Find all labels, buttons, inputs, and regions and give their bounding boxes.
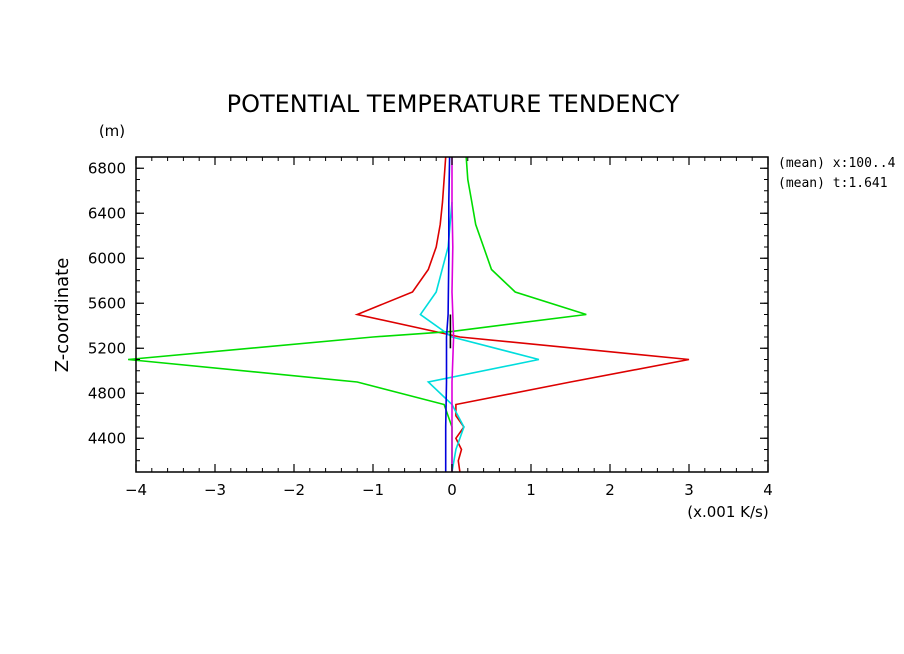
x-tick-label: −4 (125, 481, 147, 499)
series-layer (128, 156, 690, 473)
chart-title: POTENTIAL TEMPERATURE TENDENCY (227, 90, 680, 118)
x-tick-label: −3 (204, 481, 226, 499)
y-tick-label: 4800 (88, 384, 126, 402)
series-line-0 (354, 156, 690, 473)
series-line-5 (451, 157, 455, 472)
x-axis-label: (x.001 K/s) (687, 503, 768, 521)
y-tick-label: 6000 (88, 249, 126, 267)
y-tick-label: 6800 (88, 159, 126, 177)
axis-layer: −4 −3 −2 −1 0 1 2 3 4 4400 4800 5200 5600 6000 6400 680… (88, 156, 773, 499)
series-line-2 (419, 201, 540, 473)
y-tick-label: 4400 (88, 429, 126, 447)
y-tick-label: 6400 (88, 204, 126, 222)
y-unit-label: (m) (99, 122, 125, 140)
x-tick-label: 4 (763, 481, 773, 499)
x-tick-label: 2 (605, 481, 615, 499)
series-line-1 (128, 156, 587, 472)
annotation-mean-t: (mean) t:1.641 (778, 176, 888, 191)
annotation-mean-x: (mean) x:100..4 (778, 156, 896, 171)
y-axis-label: Z-coordinate (52, 258, 73, 373)
y-tick-label: 5200 (88, 339, 126, 357)
x-tick-label: −1 (362, 481, 384, 499)
series-line-3 (444, 156, 451, 472)
x-tick-label: 3 (684, 481, 694, 499)
y-tick-label: 5600 (88, 294, 126, 312)
x-tick-label: 1 (526, 481, 536, 499)
x-tick-label: −2 (283, 481, 305, 499)
x-tick-label: 0 (447, 481, 457, 499)
